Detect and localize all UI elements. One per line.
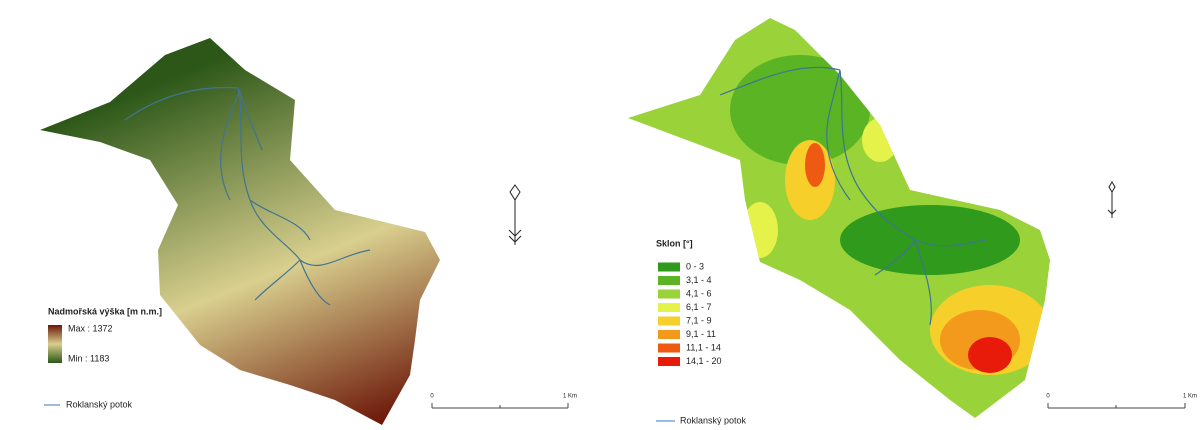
legend-label: 3,1 - 4 — [686, 275, 712, 285]
legend-swatch — [658, 276, 680, 285]
scale-end: 1 Km — [563, 394, 577, 400]
scale-start: 0 — [1046, 394, 1050, 400]
legend-title: Sklon [°] — [656, 238, 693, 248]
legend-swatch — [658, 263, 680, 272]
scale-bar: 0 1 Km — [1046, 394, 1197, 408]
legend-swatch — [658, 344, 680, 353]
north-arrow — [509, 185, 521, 245]
figure: Nadmořská výška [m n.m.] Max : 1372 Min … — [0, 0, 1203, 425]
legend-label: 7,1 - 9 — [686, 315, 712, 325]
legend-min: Min : 1183 — [68, 353, 109, 363]
legend-label: 0 - 3 — [686, 261, 704, 271]
legend-label: 6,1 - 7 — [686, 302, 712, 312]
elevation-panel: Nadmořská výška [m n.m.] Max : 1372 Min … — [40, 38, 577, 425]
north-arrow — [1108, 182, 1116, 218]
scale-start: 0 — [430, 394, 434, 400]
scale-end: 1 Km — [1183, 394, 1197, 400]
slope-panel: Sklon [°] 0 - 3 3,1 - 4 4,1 - 6 6,1 - 7 7,1 … — [620, 10, 1197, 425]
legend-classes: 0 - 3 3,1 - 4 4,1 - 6 6,1 - 7 7,1 - 9 9,1 - 1… — [658, 261, 722, 366]
legend-swatch — [658, 357, 680, 366]
legend-label: 11,1 - 14 — [686, 342, 721, 352]
stream-legend: Roklanský potok — [66, 399, 133, 409]
scale-bar: 0 1 Km — [430, 394, 577, 408]
legend-label: 4,1 - 6 — [686, 288, 712, 298]
legend-swatch — [658, 290, 680, 299]
legend-swatch — [658, 330, 680, 339]
elevation-map — [40, 38, 440, 425]
legend-title: Nadmořská výška [m n.m.] — [48, 306, 162, 316]
legend-swatch — [658, 303, 680, 312]
legend-label: 9,1 - 11 — [686, 329, 716, 339]
legend-label: 14,1 - 20 — [686, 356, 722, 366]
legend-max: Max : 1372 — [68, 323, 113, 333]
legend-swatch — [658, 317, 680, 326]
stream-legend: Roklanský potok — [680, 415, 747, 425]
color-ramp — [48, 325, 62, 363]
